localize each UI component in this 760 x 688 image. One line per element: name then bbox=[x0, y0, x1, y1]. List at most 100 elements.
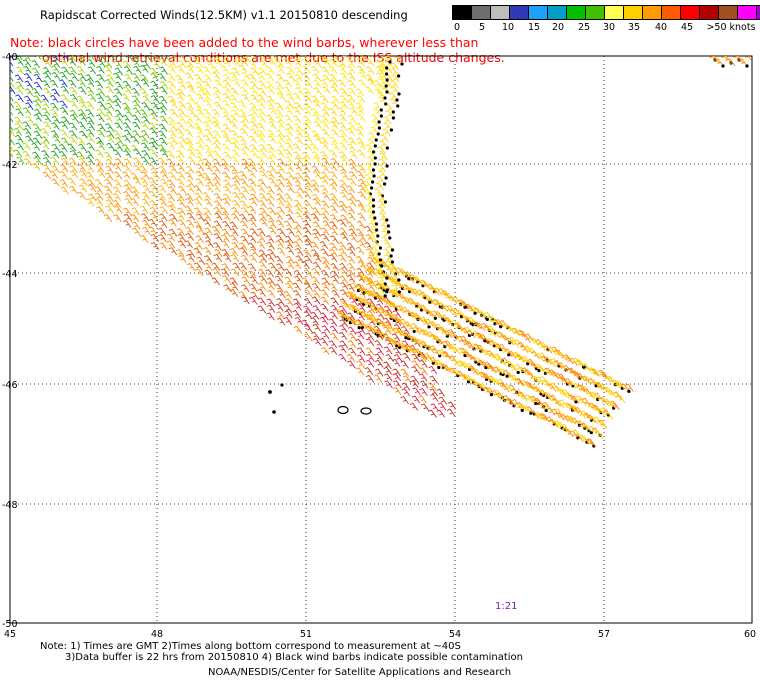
wind-barb bbox=[285, 213, 295, 223]
wind-barb bbox=[580, 436, 590, 445]
wind-barb bbox=[249, 296, 258, 305]
wind-barb bbox=[193, 185, 203, 194]
wind-barb bbox=[304, 135, 313, 144]
wind-barb bbox=[222, 254, 232, 263]
wind-barb bbox=[186, 94, 196, 103]
wind-barb bbox=[321, 128, 330, 137]
wind-barb bbox=[168, 218, 177, 227]
wind-barb bbox=[448, 343, 458, 352]
wind-barb bbox=[330, 263, 339, 272]
wind-barb bbox=[266, 304, 276, 313]
wind-barb bbox=[392, 327, 402, 336]
wind-barb bbox=[383, 264, 393, 273]
wind-barb bbox=[415, 338, 425, 347]
wind-barb bbox=[568, 416, 577, 425]
wind-barb bbox=[248, 59, 257, 68]
wind-barb bbox=[534, 411, 543, 420]
wind-barb bbox=[355, 88, 365, 97]
wind-barb bbox=[302, 65, 311, 74]
wind-barb bbox=[356, 220, 366, 229]
wind-barb bbox=[240, 148, 249, 157]
wind-barb bbox=[303, 178, 312, 187]
wind-barb bbox=[220, 65, 230, 74]
wind-barb bbox=[551, 420, 560, 429]
wind-barb bbox=[258, 254, 268, 263]
wind-barb bbox=[159, 206, 169, 215]
wind-barb bbox=[348, 178, 357, 187]
wind-barb bbox=[203, 99, 213, 108]
wind-barb bbox=[232, 262, 241, 271]
wind-barb bbox=[346, 59, 355, 68]
wind-barb bbox=[15, 66, 25, 75]
wind-barb bbox=[555, 412, 565, 421]
wind-barb bbox=[322, 58, 331, 67]
wind-barb bbox=[304, 239, 313, 248]
wind-barb bbox=[576, 384, 586, 393]
wind-barb bbox=[175, 74, 184, 83]
wind-barb bbox=[238, 100, 247, 109]
wind-barb bbox=[293, 58, 302, 67]
wind-barb bbox=[202, 192, 211, 201]
wind-barb bbox=[377, 200, 386, 209]
wind-barb bbox=[222, 193, 232, 202]
wind-barb bbox=[377, 206, 386, 215]
wind-barb bbox=[330, 157, 340, 166]
wind-barb bbox=[466, 342, 476, 351]
wind-barb bbox=[391, 74, 400, 83]
wind-barb bbox=[258, 213, 267, 222]
wind-barb bbox=[220, 130, 230, 139]
wind-barb bbox=[554, 372, 564, 381]
wind-barb bbox=[25, 135, 34, 144]
wind-barb bbox=[256, 184, 266, 193]
wind-barb bbox=[364, 269, 374, 278]
wind-barb bbox=[337, 219, 347, 228]
contamination-marker bbox=[395, 98, 399, 102]
contamination-marker bbox=[357, 326, 361, 330]
wind-barb bbox=[167, 186, 177, 195]
latitude-label: -40 bbox=[2, 52, 18, 63]
wind-barb bbox=[158, 220, 168, 229]
wind-barb bbox=[42, 121, 52, 130]
wind-barb bbox=[148, 157, 158, 166]
wind-barb bbox=[339, 179, 348, 188]
wind-barb bbox=[392, 373, 402, 382]
wind-barb bbox=[292, 115, 302, 124]
wind-barb bbox=[553, 359, 563, 368]
contamination-marker bbox=[385, 218, 389, 222]
wind-barb bbox=[185, 219, 195, 228]
wind-barb bbox=[222, 86, 232, 95]
wind-barb bbox=[304, 298, 313, 307]
wind-barb bbox=[250, 128, 259, 137]
wind-barb bbox=[374, 353, 383, 362]
wind-barb bbox=[177, 60, 187, 69]
wind-barb bbox=[195, 178, 204, 187]
wind-barb bbox=[379, 152, 388, 161]
latitude-label: -46 bbox=[2, 380, 18, 391]
wind-barb bbox=[385, 260, 395, 269]
contamination-marker bbox=[371, 204, 376, 208]
wind-barb bbox=[229, 72, 238, 81]
wind-barb bbox=[470, 305, 479, 314]
wind-barb bbox=[268, 220, 277, 229]
wind-barb bbox=[340, 171, 349, 180]
wind-barb bbox=[22, 107, 32, 116]
wind-barb bbox=[187, 85, 196, 94]
wind-barb bbox=[195, 163, 205, 172]
wind-barb bbox=[241, 71, 250, 80]
wind-barb bbox=[223, 114, 232, 123]
wind-barb bbox=[10, 125, 14, 131]
wind-barb bbox=[193, 102, 203, 111]
wind-barb bbox=[321, 262, 331, 271]
wind-barb bbox=[123, 207, 132, 216]
wind-barb bbox=[374, 188, 383, 197]
wind-barb bbox=[275, 303, 284, 312]
wind-barb bbox=[310, 179, 320, 188]
wind-barb bbox=[78, 113, 88, 122]
wind-barb bbox=[112, 95, 122, 104]
wind-barb bbox=[139, 165, 148, 174]
wind-barb bbox=[365, 338, 375, 347]
wind-barb bbox=[357, 347, 366, 356]
wind-barb bbox=[85, 198, 95, 207]
wind-barb bbox=[88, 193, 97, 202]
wind-barb bbox=[169, 136, 178, 145]
